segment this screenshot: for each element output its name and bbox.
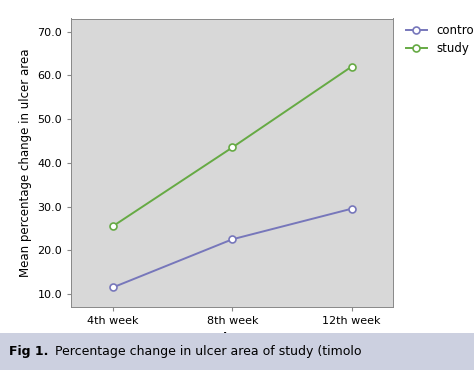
Text: Percentage change in ulcer area of study (timolo: Percentage change in ulcer area of study… [47,345,362,358]
X-axis label: Time: Time [216,332,248,345]
control [349,206,355,211]
Line: control: control [109,205,355,291]
study [229,145,235,150]
Line: study: study [109,63,355,230]
study [349,64,355,69]
Y-axis label: Mean percentage change in ulcer area: Mean percentage change in ulcer area [19,48,32,277]
study [110,224,116,228]
Text: Fig 1.: Fig 1. [9,345,49,358]
control [110,285,116,290]
control [229,237,235,242]
Legend: control, study: control, study [406,24,474,55]
